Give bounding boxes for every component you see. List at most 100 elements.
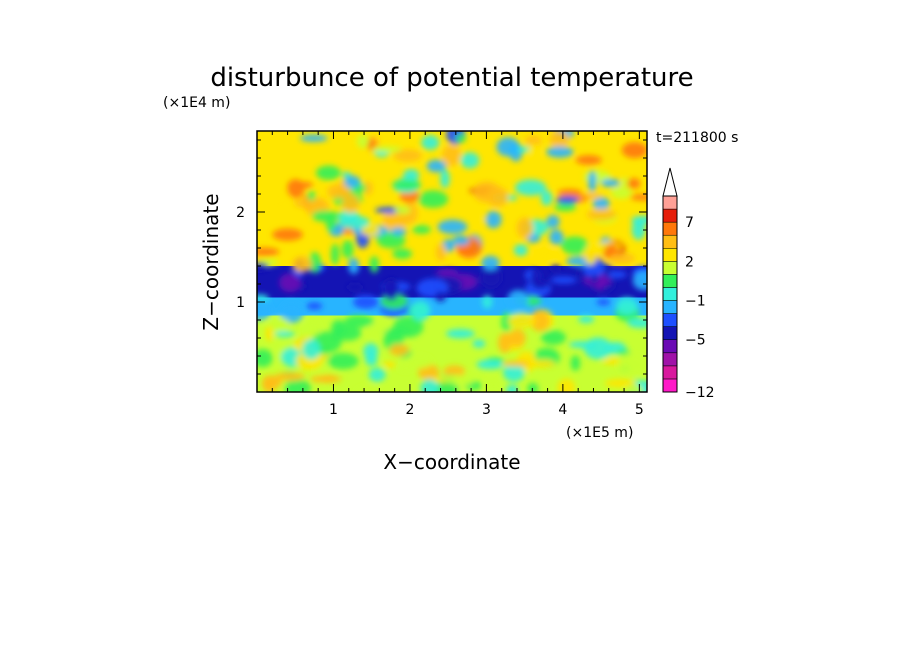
field-cell [437, 219, 468, 235]
field-cell [338, 215, 370, 230]
field-cell [383, 278, 400, 301]
field-cell [514, 179, 547, 196]
colorbar-segment [662, 300, 678, 314]
field-cell [302, 339, 321, 360]
field-cell [435, 243, 446, 262]
field-cell [575, 155, 602, 165]
field-cell [472, 339, 486, 348]
field-cell [343, 175, 361, 189]
field-cell [617, 353, 647, 376]
field-cell [632, 270, 647, 291]
field-cell [307, 190, 316, 201]
field-cell [268, 184, 283, 200]
field-cell [261, 376, 282, 389]
field-cell [549, 229, 564, 245]
field-cell [308, 252, 322, 273]
field-cell [557, 378, 576, 392]
field-cell [610, 186, 632, 199]
field-cell [555, 196, 580, 204]
field-cell [346, 283, 363, 291]
field-cell [445, 328, 475, 339]
field-cell [341, 193, 360, 214]
x-tick-label: 1 [329, 402, 338, 418]
field-cell [442, 144, 462, 167]
field-cell [508, 329, 526, 347]
field-cell [257, 262, 270, 272]
x-axis-label: X−coordinate [383, 450, 520, 474]
colorbar-segment [662, 339, 678, 354]
chart-title: disturbunce of potential temperature [210, 63, 693, 93]
field-cell [393, 316, 424, 338]
field-cell [600, 178, 621, 188]
colorbar-segment [662, 326, 678, 340]
field-cell [554, 203, 577, 212]
field-cell [299, 134, 328, 142]
field-cell [363, 343, 379, 360]
field-cell [412, 225, 431, 234]
field-cell [420, 379, 439, 392]
field-cell [501, 312, 512, 333]
field-cell [393, 149, 423, 162]
field-cell [331, 319, 347, 336]
field-cell [557, 188, 582, 197]
colorbar-segment [662, 261, 678, 275]
field-cell [330, 243, 340, 265]
y-axis: 12 [236, 139, 647, 375]
colorbar-segment [662, 221, 678, 236]
field-cell [284, 378, 311, 392]
field-cell [590, 274, 599, 284]
field-cell [496, 137, 520, 157]
field-cell [440, 169, 450, 189]
field-cell [257, 298, 272, 321]
field-cell [501, 360, 531, 367]
colorbar-segment [662, 248, 678, 262]
field-cell [528, 143, 540, 158]
field-cell [327, 184, 348, 199]
field-cell [549, 131, 569, 149]
field-cell [354, 386, 381, 392]
field-cell [341, 240, 354, 259]
y-unit-label: (×1E4 m) [163, 95, 230, 111]
x-tick-label: 4 [558, 402, 567, 418]
field-cell [348, 257, 360, 275]
field-cell [527, 382, 539, 392]
field-cell [305, 318, 321, 339]
y-tick-label: 2 [236, 205, 245, 221]
heatmap-field [257, 131, 647, 392]
field-cell [503, 363, 525, 382]
field-cell [421, 135, 440, 150]
field-cell [604, 378, 637, 388]
colorbar-label: −1 [685, 294, 706, 310]
field-cell [550, 264, 561, 272]
colorbar-segment [662, 352, 678, 367]
field-cell [268, 317, 290, 333]
colorbar-segment [662, 274, 678, 288]
colorbar-segment [662, 313, 678, 327]
field-cell [480, 267, 502, 288]
field-cell [356, 134, 370, 149]
field-cell [461, 371, 474, 386]
field-cell [550, 276, 577, 284]
field-cell [366, 323, 389, 334]
field-cell [286, 179, 305, 199]
field-cell [306, 302, 323, 310]
field-cell [570, 355, 581, 371]
field-cell [616, 297, 638, 315]
field-cell [452, 235, 470, 246]
field-cell [584, 243, 598, 265]
field-cell [608, 270, 627, 279]
field-cell [546, 146, 574, 158]
field-cell [460, 152, 480, 169]
field-cell [417, 190, 449, 208]
x-tick-label: 3 [482, 402, 491, 418]
colorbar-segment [662, 287, 678, 301]
field-cell [627, 317, 647, 329]
field-cell [535, 248, 559, 261]
field-cell [279, 301, 304, 324]
field-cell [592, 196, 610, 211]
x-tick-label: 5 [635, 402, 644, 418]
colorbar-segment [662, 378, 678, 393]
field-cell [485, 379, 497, 390]
field-cell [588, 170, 597, 193]
field-cell [376, 233, 406, 249]
